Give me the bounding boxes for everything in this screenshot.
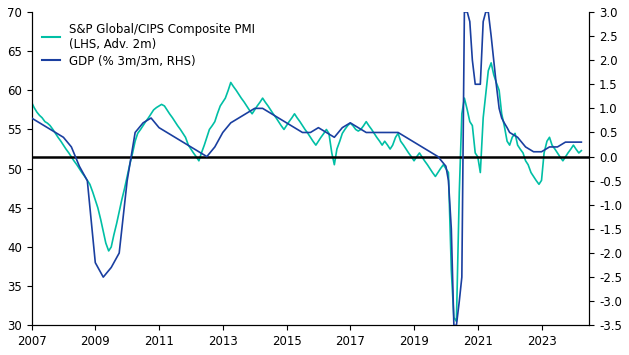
Legend: S&P Global/CIPS Composite PMI
(LHS, Adv. 2m), GDP (% 3m/3m, RHS): S&P Global/CIPS Composite PMI (LHS, Adv.… xyxy=(38,18,260,72)
